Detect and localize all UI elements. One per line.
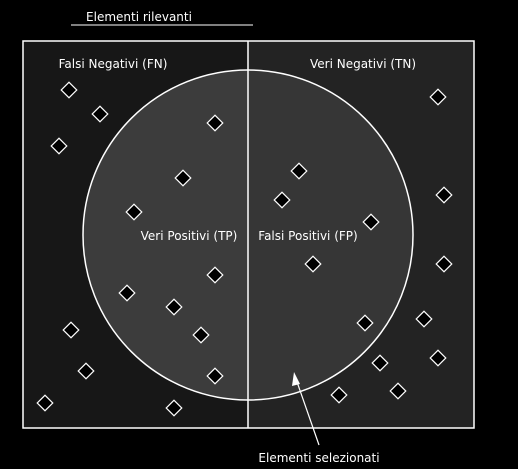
true-positive-marker — [206, 114, 224, 132]
false-negative-marker — [60, 81, 78, 99]
selected-elements-circle — [82, 69, 414, 401]
true-positive-markers — [118, 114, 224, 385]
true-negative-marker — [435, 186, 453, 204]
true-positive-marker — [174, 169, 192, 187]
pointer-arrowhead — [292, 372, 300, 386]
false-negative-marker — [36, 394, 54, 412]
true-positive-marker — [206, 266, 224, 284]
true-positive-marker — [206, 367, 224, 385]
false-positive-marker — [304, 255, 322, 273]
false-negative-markers — [36, 81, 183, 417]
pointer-line — [295, 378, 320, 446]
false-negative-marker — [77, 362, 95, 380]
false-positives-label: Falsi Positivi (FP) — [258, 229, 357, 243]
false-negative-marker — [50, 137, 68, 155]
relevant-elements-title: Elementi rilevanti — [86, 10, 192, 24]
true-positive-marker — [192, 326, 210, 344]
false-negative-marker — [165, 399, 183, 417]
selected-circle-left-half — [83, 70, 248, 400]
true-negative-marker — [415, 310, 433, 328]
false-positive-marker — [330, 386, 348, 404]
selected-elements-pointer — [292, 372, 320, 446]
true-positive-marker — [125, 203, 143, 221]
true-negative-markers — [415, 88, 453, 367]
true-negatives-label: Veri Negativi (TN) — [310, 57, 416, 71]
false-negatives-label: Falsi Negativi (FN) — [59, 57, 168, 71]
selected-circle-right-half — [248, 70, 413, 400]
false-negative-marker — [62, 321, 80, 339]
false-positive-marker — [362, 213, 380, 231]
false-positive-marker — [356, 314, 374, 332]
true-negative-marker — [429, 88, 447, 106]
true-positives-label: Veri Positivi (TP) — [141, 229, 238, 243]
selected-elements-label: Elementi selezionati — [258, 451, 379, 465]
true-positive-marker — [165, 298, 183, 316]
false-positive-marker — [389, 382, 407, 400]
true-positive-marker — [118, 284, 136, 302]
false-negative-marker — [91, 105, 109, 123]
false-positive-marker — [290, 162, 308, 180]
false-positive-markers — [273, 162, 407, 404]
false-positive-marker — [371, 354, 389, 372]
true-negative-marker — [435, 255, 453, 273]
true-negative-marker — [429, 349, 447, 367]
false-positive-marker — [273, 191, 291, 209]
